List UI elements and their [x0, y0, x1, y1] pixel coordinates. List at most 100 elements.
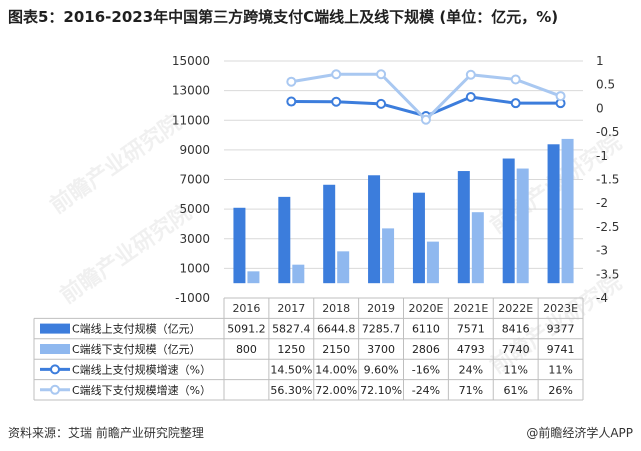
category-label: 2023E [543, 302, 578, 315]
chart: 前瞻产业研究院前瞻产业研究院前瞻产业研究院前瞻产业研究院 15000130001… [33, 54, 627, 401]
offline-bar [382, 228, 395, 284]
data-label: 24% [459, 363, 483, 376]
left-tick-label: 13000 [172, 84, 210, 98]
data-label: 14.00% [315, 363, 357, 376]
data-label: 9741 [547, 343, 575, 356]
publisher-credit: @前瞻经济学人APP [526, 426, 633, 440]
offline-growth-point [465, 69, 476, 80]
category-label: 2020E [408, 302, 443, 315]
watermark-text: 前瞻产业研究院 [45, 109, 186, 219]
online-bar [278, 196, 291, 284]
online-bar [457, 171, 470, 284]
online-growth-point [286, 96, 297, 107]
legend-label: C端线上支付规模增速（%） [72, 362, 211, 376]
data-label: 14.50% [270, 363, 312, 376]
data-table: 2016 2017 2018 2019 2020E 2021E 2022E 2023E C端线上… [33, 297, 584, 401]
category-label: 2022E [498, 302, 533, 315]
data-label: 61% [503, 384, 527, 397]
right-tick-label: -3 [596, 244, 608, 258]
data-label: 11% [503, 363, 527, 376]
right-tick-label: -0.5 [596, 125, 619, 139]
data-label: 72.00% [315, 384, 357, 397]
category-label: 2016 [232, 302, 260, 315]
right-axis-ticks: 1 0.5 0 -0.5 -1 -1.5 -2 -2.5 -3 -3.5 -4 [596, 54, 619, 305]
right-tick-label: -1 [596, 149, 608, 163]
legend-marker [50, 384, 60, 395]
right-tick-label: 1 [596, 54, 604, 68]
right-tick-label: -1.5 [596, 173, 619, 187]
online-bar [547, 144, 560, 284]
data-label: 11% [548, 363, 572, 376]
data-label: 1250 [277, 343, 305, 356]
right-tick-label: -4 [596, 291, 608, 305]
offline-growth-point [286, 76, 297, 87]
online-bar [502, 158, 515, 284]
online-growth-point [465, 92, 476, 103]
right-tick-label: -2.5 [596, 220, 619, 234]
left-tick-label: 3000 [179, 232, 210, 246]
left-tick-label: 15000 [172, 54, 210, 68]
offline-bar [516, 168, 529, 284]
left-tick-label: 7000 [179, 173, 210, 187]
data-label: 72.10% [360, 384, 402, 397]
offline-bar [561, 138, 574, 284]
data-label: 2806 [412, 343, 440, 356]
online-growth-point [331, 96, 342, 107]
offline-growth-point [420, 114, 431, 125]
data-label: 3700 [367, 343, 395, 356]
offline-bar [247, 271, 260, 284]
right-tick-label: 0 [596, 101, 604, 115]
offline-bar [337, 251, 350, 284]
category-label: 2019 [367, 302, 395, 315]
source-note: 资料来源：艾瑞 前瞻产业研究院整理 [8, 426, 204, 440]
data-label: 26% [548, 384, 572, 397]
data-label: 5827.4 [272, 323, 311, 336]
data-label: 6110 [412, 323, 440, 336]
data-label: 9.60% [364, 363, 399, 376]
data-label: 71% [459, 384, 483, 397]
offline-growth-point [331, 69, 342, 80]
online-bar [233, 207, 246, 284]
data-label: 9377 [547, 323, 575, 336]
right-tick-label: -3.5 [596, 267, 619, 281]
data-label: 2150 [322, 343, 350, 356]
legend-label: C端线下支付规模（亿元） [72, 342, 201, 356]
right-tick-label: 0.5 [596, 78, 615, 92]
data-label: 4793 [457, 343, 485, 356]
right-tick-label: -2 [596, 196, 608, 210]
data-label: 6644.8 [317, 323, 356, 336]
online-bar [412, 192, 425, 284]
category-label: 2021E [453, 302, 488, 315]
offline-growth-point [555, 91, 566, 102]
data-label: 800 [236, 343, 257, 356]
online-bar [368, 175, 381, 284]
data-label: 7571 [457, 323, 485, 336]
offline-bar [471, 212, 484, 284]
online-growth-point [510, 98, 521, 109]
data-label: 7740 [502, 343, 530, 356]
legend-label: C端线下支付规模增速（%） [72, 383, 211, 397]
left-tick-label: 1000 [179, 261, 210, 275]
chart-title: 图表5：2016-2023年中国第三方跨境支付C端线上及线下规模 (单位：亿元，… [8, 8, 559, 26]
offline-growth-point [376, 69, 387, 80]
bars [233, 138, 574, 284]
category-label: 2018 [322, 302, 350, 315]
data-label: -24% [412, 384, 440, 397]
legend-swatch [40, 323, 70, 334]
online-bar [323, 184, 336, 284]
growth-lines [286, 69, 566, 125]
data-label: 8416 [502, 323, 530, 336]
category-label: 2017 [277, 302, 305, 315]
legend-swatch [40, 344, 70, 354]
data-label: -16% [412, 363, 440, 376]
online-growth-point [376, 98, 387, 109]
offline-bar [292, 264, 305, 284]
offline-bar [426, 241, 439, 284]
data-label: 7285.7 [362, 323, 401, 336]
left-axis-ticks: 15000 13000 11000 9000 7000 5000 3000 1000 -1000 [172, 54, 210, 305]
left-tick-label: 9000 [179, 143, 210, 157]
data-label: 56.30% [270, 384, 312, 397]
left-tick-label: 11000 [172, 113, 210, 127]
left-tick-label: 5000 [179, 202, 210, 216]
legend-marker [50, 364, 60, 375]
